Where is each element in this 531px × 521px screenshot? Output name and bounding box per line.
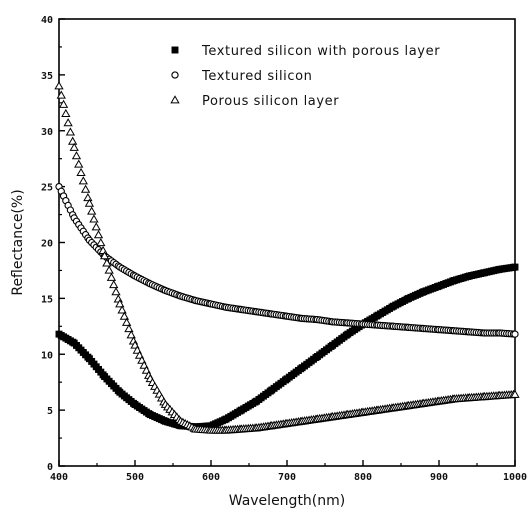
legend-label: Textured silicon with porous layer	[201, 44, 440, 59]
triangle-marker	[89, 214, 99, 223]
series-1	[55, 263, 519, 431]
triangle-marker	[104, 265, 114, 274]
triangle-marker	[87, 206, 97, 215]
triangle-marker	[54, 81, 64, 90]
triangle-marker	[124, 323, 134, 333]
x-tick-label: 900	[430, 472, 448, 483]
triangle-marker	[56, 90, 66, 99]
triangle-marker	[102, 258, 112, 267]
y-tick-label: 40	[41, 15, 53, 26]
y-tick-label: 0	[47, 462, 53, 473]
triangle-marker	[113, 294, 123, 303]
triangle-marker	[121, 317, 132, 326]
legend-item: Porous silicon layer	[170, 94, 339, 109]
triangle-marker	[76, 167, 86, 177]
triangle-marker	[96, 237, 106, 247]
legend-item: Textured silicon	[171, 69, 313, 84]
triangle-marker	[78, 176, 88, 185]
series-layer	[54, 81, 520, 434]
triangle-marker	[117, 305, 127, 314]
triangle-marker	[93, 230, 104, 239]
triangle-marker	[106, 272, 117, 281]
circle-marker	[511, 330, 519, 338]
square-marker	[511, 263, 519, 271]
triangle-marker	[126, 330, 136, 339]
x-axis-label: Wavelength(nm)	[229, 493, 345, 509]
legend-triangle-marker	[170, 95, 180, 104]
triangle-marker	[63, 118, 73, 127]
triangle-marker	[99, 251, 110, 260]
legend-label: Textured silicon	[201, 69, 313, 84]
triangle-marker	[68, 136, 78, 145]
legend-square-marker	[171, 46, 179, 54]
triangle-marker	[83, 192, 93, 202]
y-tick-label: 30	[41, 127, 53, 138]
y-tick-label: 20	[41, 239, 53, 250]
triangle-marker	[119, 311, 130, 320]
legend: Textured silicon with porous layer Textur…	[170, 44, 440, 109]
legend-label: Porous silicon layer	[202, 94, 339, 109]
legend-item: Textured silicon with porous layer	[171, 44, 440, 59]
y-tick-label: 5	[47, 406, 53, 417]
triangle-marker	[109, 279, 119, 289]
x-tick-label: 800	[354, 472, 372, 483]
y-tick-label: 35	[41, 71, 53, 82]
triangle-marker	[115, 299, 125, 308]
triangle-marker	[91, 222, 101, 231]
legend-circle-marker	[171, 71, 179, 79]
x-axis-ticks: 400 500 600 700 800 900 1000	[50, 460, 527, 483]
triangle-marker	[80, 184, 91, 193]
x-tick-label: 600	[202, 472, 220, 483]
x-tick-label: 700	[278, 472, 296, 483]
y-axis-label: Reflectance(%)	[10, 189, 26, 295]
triangle-marker	[111, 287, 121, 296]
y-tick-label: 10	[41, 350, 53, 361]
y-tick-label: 25	[41, 183, 53, 194]
triangle-marker	[74, 159, 84, 168]
triangle-marker	[510, 389, 520, 398]
triangle-marker	[65, 127, 76, 136]
y-tick-label: 15	[41, 294, 53, 305]
x-tick-label: 1000	[503, 472, 527, 483]
x-tick-label: 500	[126, 472, 144, 483]
x-tick-label: 400	[50, 472, 68, 483]
triangle-marker	[84, 198, 95, 207]
triangle-marker	[61, 108, 71, 118]
series-3	[54, 81, 520, 434]
triangle-marker	[58, 99, 69, 108]
triangle-marker	[69, 142, 79, 151]
y-axis-ticks: 0 5 10 15 20 25 30 35 40	[41, 15, 65, 473]
triangle-marker	[71, 151, 82, 160]
